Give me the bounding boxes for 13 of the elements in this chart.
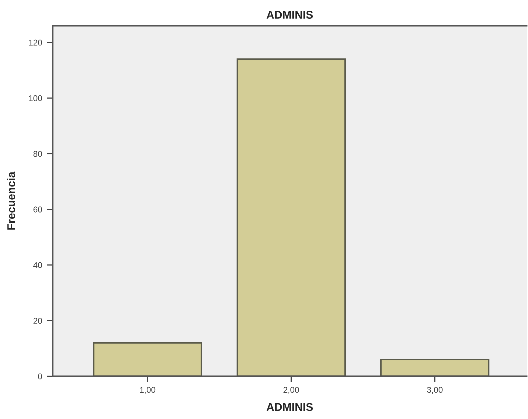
x-tick-label: 1,00 bbox=[140, 387, 156, 394]
y-tick-label: 40 bbox=[34, 262, 42, 268]
x-axis-title: ADMINIS bbox=[266, 403, 314, 412]
y-tick-label: 80 bbox=[34, 151, 42, 158]
x-tick-label: 3,00 bbox=[427, 387, 443, 394]
y-tick-label: 60 bbox=[34, 206, 42, 213]
y-axis-title: Frecuencia bbox=[7, 172, 16, 230]
y-tick-label: 20 bbox=[34, 318, 42, 324]
chart-title: ADMINIS bbox=[266, 11, 314, 19]
x-tick-label: 2,00 bbox=[284, 387, 300, 394]
y-tick-label: 100 bbox=[29, 96, 42, 102]
y-tick-label: 0 bbox=[38, 374, 42, 380]
y-tick-label: 120 bbox=[29, 40, 42, 46]
